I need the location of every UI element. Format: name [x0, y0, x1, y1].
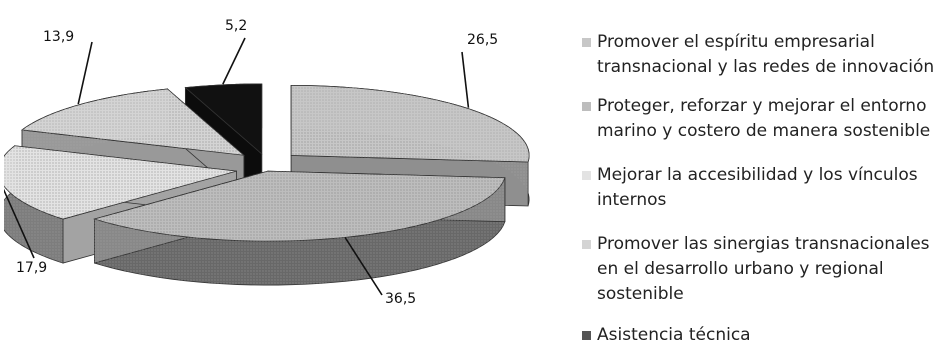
- slices-layer: [4, 83, 530, 286]
- chart-frame: 26,5 36,5 17,9 13,9 5,2 Promover el espíritu…: [4, 0, 950, 345]
- legend-swatch: [582, 38, 591, 47]
- legend-label: Promover el espíritu empresarial transna…: [597, 32, 935, 77]
- leader-lines: [4, 37, 470, 296]
- legend-label: Promover las sinergias transnacionales e…: [597, 234, 930, 304]
- legend-label: Mejorar la accesibilidad y los vínculos …: [597, 165, 918, 210]
- legend-label: Asistencia técnica: [597, 325, 751, 345]
- pie-slice: [92, 170, 506, 286]
- leader-line: [4, 188, 35, 259]
- legend-item: Asistencia técnica: [582, 323, 937, 348]
- legend-label: Proteger, reforzar y mejorar el entorno …: [597, 96, 931, 141]
- legend-swatch: [582, 102, 591, 111]
- data-label: 36,5: [385, 291, 416, 307]
- legend-item: Mejorar la accesibilidad y los vínculos …: [582, 163, 927, 213]
- legend-item: Promover el espíritu empresarial transna…: [582, 30, 937, 80]
- legend-swatch: [582, 240, 591, 249]
- data-label: 17,9: [16, 260, 47, 276]
- leader-line: [344, 237, 383, 296]
- data-label: 5,2: [225, 18, 247, 34]
- legend-item: Promover las sinergias transnacionales e…: [582, 232, 947, 307]
- leader-line: [222, 37, 246, 85]
- leader-line: [461, 51, 470, 108]
- value-labels: 26,5 36,5 17,9 13,9 5,2: [16, 18, 498, 307]
- legend-item: Proteger, reforzar y mejorar el entorno …: [582, 94, 942, 144]
- legend-swatch: [582, 331, 591, 340]
- pie-chart: 26,5 36,5 17,9 13,9 5,2: [4, 18, 530, 307]
- legend-swatch: [582, 171, 591, 180]
- data-label: 13,9: [43, 29, 74, 45]
- data-label: 26,5: [467, 32, 498, 48]
- leader-line: [77, 41, 93, 105]
